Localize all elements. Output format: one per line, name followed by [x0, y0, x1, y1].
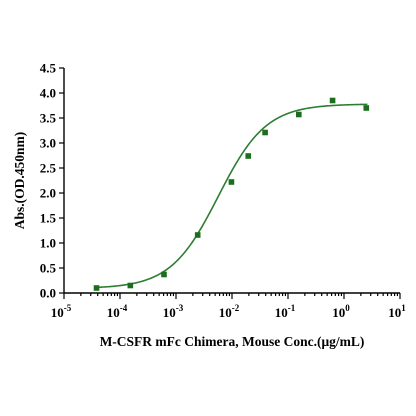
y-tick-label: 3.5: [40, 111, 57, 126]
y-axis-title: Abs.(OD.450nm): [12, 132, 27, 230]
x-tick-label: 10-4: [107, 303, 128, 320]
y-tick-label: 4.0: [40, 86, 56, 101]
data-point: [262, 129, 268, 136]
data-point: [161, 271, 167, 278]
data-point: [329, 97, 336, 104]
data-point: [245, 153, 252, 159]
y-tick-label: 4.5: [40, 61, 57, 76]
x-tick-label: 100: [332, 303, 350, 320]
data-point: [93, 285, 100, 291]
data-point: [363, 105, 370, 111]
data-point: [296, 111, 302, 118]
y-tick-label: 1.0: [40, 236, 56, 251]
x-tick-label: 101: [388, 303, 406, 320]
x-tick-label: 10-3: [163, 303, 184, 320]
data-point: [228, 179, 235, 185]
y-tick-label: 3.0: [40, 136, 56, 151]
fit-curve: [95, 103, 368, 289]
y-axis: 0.0 0.5 1.0 1.5 2.0 2.5 3.0 3.5 4.0 4.5: [40, 61, 65, 301]
plot-area: [93, 97, 370, 291]
y-tick-label: 0.5: [40, 261, 57, 276]
x-axis-title: M-CSFR mFc Chimera, Mouse Conc.(μg/mL): [100, 334, 365, 349]
y-tick-label: 0.0: [40, 286, 56, 301]
x-tick-label: 10-2: [219, 303, 240, 320]
data-point: [127, 282, 134, 289]
data-point: [194, 232, 201, 238]
x-tick-label: 10-5: [51, 303, 72, 320]
x-tick-label: 10-1: [275, 303, 296, 320]
y-tick-label: 2.0: [40, 186, 56, 201]
x-axis: 10-5 10-4 10-3 10-2 10-1 100 101: [51, 292, 406, 320]
y-tick-label: 1.5: [40, 211, 57, 226]
y-tick-label: 2.5: [40, 161, 57, 176]
